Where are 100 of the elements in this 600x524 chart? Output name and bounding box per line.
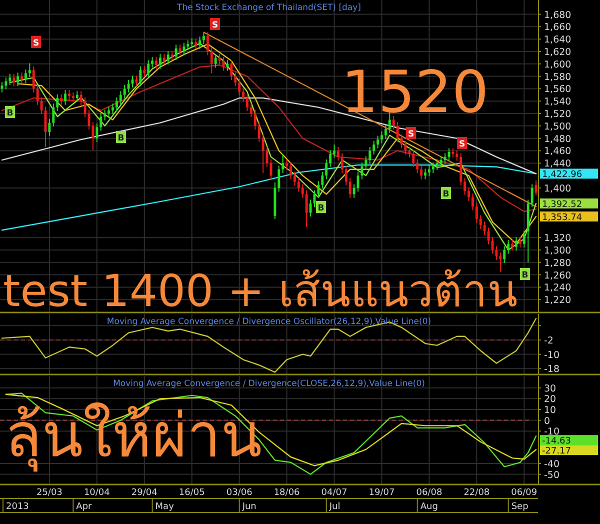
chart-title: The Stock Exchange of Thailand(SET) [day]	[176, 3, 361, 13]
candlestick	[360, 162, 364, 180]
y-tick-label: 30	[544, 383, 556, 394]
y-tick-label: 1,560	[544, 84, 572, 96]
candlestick	[380, 131, 383, 144]
candlestick	[80, 90, 82, 106]
candlestick	[40, 96, 43, 115]
x-tick-label: 04/07	[321, 488, 348, 498]
candlestick	[119, 90, 122, 106]
candlestick	[139, 66, 142, 87]
candlestick	[412, 150, 415, 168]
candlestick	[162, 53, 166, 66]
x-tick-label: 10/04	[84, 488, 110, 498]
candlestick	[348, 178, 352, 198]
candlestick	[522, 230, 526, 248]
annotation: S	[408, 130, 414, 140]
annotation: B	[442, 190, 450, 200]
candlestick	[48, 118, 51, 136]
annotation: B	[118, 134, 124, 144]
candlestick	[392, 115, 395, 130]
y-tick-label: 1,440	[544, 158, 572, 170]
candlestick	[218, 53, 221, 66]
x-tick-label: 25/03	[36, 488, 62, 498]
text: Apr	[76, 502, 92, 512]
candlestick	[376, 135, 380, 149]
candlestick	[104, 109, 106, 121]
y-tick-label: 1,260	[544, 270, 572, 282]
candlestick	[182, 42, 186, 56]
candlestick	[250, 103, 252, 118]
candlestick	[32, 66, 35, 93]
candlestick	[518, 236, 522, 248]
candlestick	[456, 150, 458, 162]
candlestick	[329, 150, 332, 168]
text: Jun	[241, 502, 256, 512]
candlestick	[194, 38, 198, 50]
candlestick	[64, 89, 66, 106]
candlestick	[158, 53, 162, 70]
candlestick	[432, 162, 434, 174]
text: 2013	[6, 502, 29, 512]
text: 1,422.96	[542, 170, 582, 180]
candlestick	[396, 122, 399, 143]
candlestick	[290, 162, 292, 180]
candlestick	[487, 227, 490, 245]
y-tick-label: 1,600	[544, 59, 572, 70]
y-tick-label: 1,500	[544, 121, 572, 132]
candlestick	[368, 146, 372, 164]
text: 1,392.52	[542, 200, 582, 210]
candlestick	[230, 60, 233, 81]
candlestick	[495, 246, 498, 260]
annotation: B	[6, 108, 14, 118]
candlestick	[408, 146, 411, 158]
text: -14.63	[542, 436, 572, 447]
candlestick	[56, 94, 59, 112]
candlestick	[515, 236, 518, 252]
chart-title: Moving Average Convergence / Divergence(CLOSE,26,12,9),Value Line(0)	[113, 379, 425, 389]
candlestick	[12, 73, 16, 87]
candlestick	[214, 53, 217, 68]
annotation: S	[212, 20, 218, 30]
candlestick	[511, 240, 514, 252]
candlestick	[100, 112, 102, 132]
y-tick-label: 10	[544, 404, 556, 416]
y-tick-label: 1,460	[544, 146, 572, 158]
y-tick-label: 1,540	[544, 96, 572, 108]
chart-title: Moving Average Convergence / Divergence Oscillator(26,12,9),Value Line(0)	[106, 317, 432, 327]
candlestick	[258, 122, 260, 143]
y-tick-label: -10	[544, 350, 560, 361]
y-tick-label: 1,520	[544, 109, 572, 120]
annotation: test 1400 + เส้นแนวต้าน	[3, 266, 518, 317]
y-tick-label: 20	[544, 394, 556, 406]
candlestick	[115, 96, 118, 112]
candlestick	[210, 47, 213, 74]
annotation: B	[318, 204, 324, 214]
candlestick	[436, 158, 438, 170]
candlestick	[416, 158, 419, 174]
candlestick	[96, 122, 98, 143]
candlestick	[503, 246, 506, 264]
candlestick	[198, 36, 201, 50]
candlestick	[242, 88, 245, 102]
candlestick	[68, 89, 70, 100]
candlestick	[206, 32, 209, 56]
candlestick	[166, 50, 170, 66]
candlestick	[262, 134, 264, 174]
candlestick	[4, 77, 8, 90]
candlestick	[24, 68, 27, 84]
candlestick	[278, 165, 280, 192]
candlestick	[364, 156, 368, 170]
candlestick	[464, 178, 466, 196]
text: 1,353.74	[542, 212, 582, 223]
line-series	[1, 318, 537, 373]
candlestick	[16, 72, 20, 87]
candlestick	[84, 96, 86, 118]
candlestick	[293, 171, 296, 186]
candlestick	[254, 109, 256, 130]
y-tick-label: -2	[544, 335, 554, 346]
candlestick	[317, 180, 320, 198]
candlestick	[384, 124, 387, 140]
x-tick-label: 29/04	[131, 488, 158, 498]
candlestick	[424, 168, 426, 180]
x-tick-label: 19/07	[368, 488, 395, 498]
candlestick	[440, 156, 442, 168]
